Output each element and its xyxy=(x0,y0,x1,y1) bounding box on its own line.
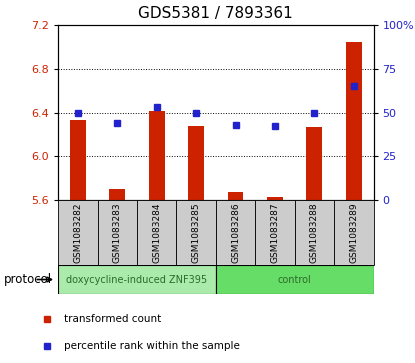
Bar xyxy=(267,197,283,200)
Bar xyxy=(58,265,216,294)
Text: control: control xyxy=(278,274,312,285)
Bar xyxy=(334,200,374,265)
Text: GSM1083285: GSM1083285 xyxy=(192,202,200,263)
Text: GSM1083289: GSM1083289 xyxy=(349,202,358,263)
Bar xyxy=(58,200,98,265)
Title: GDS5381 / 7893361: GDS5381 / 7893361 xyxy=(139,7,293,21)
Text: doxycycline-induced ZNF395: doxycycline-induced ZNF395 xyxy=(66,274,208,285)
Bar xyxy=(346,42,362,200)
Bar xyxy=(295,200,334,265)
Text: transformed count: transformed count xyxy=(64,314,161,323)
Bar xyxy=(137,200,176,265)
Bar xyxy=(216,265,374,294)
Bar xyxy=(98,200,137,265)
Text: GSM1083284: GSM1083284 xyxy=(152,202,161,262)
Text: protocol: protocol xyxy=(4,273,52,286)
Bar xyxy=(227,192,243,200)
Text: GSM1083283: GSM1083283 xyxy=(113,202,122,263)
Bar xyxy=(110,189,125,200)
Text: GSM1083286: GSM1083286 xyxy=(231,202,240,263)
Text: GSM1083287: GSM1083287 xyxy=(271,202,279,263)
Text: GSM1083282: GSM1083282 xyxy=(73,202,82,262)
Bar xyxy=(149,111,165,200)
Bar xyxy=(255,200,295,265)
Bar xyxy=(188,126,204,200)
Text: GSM1083288: GSM1083288 xyxy=(310,202,319,263)
Bar xyxy=(70,120,86,200)
Bar xyxy=(306,127,322,200)
Bar xyxy=(216,200,255,265)
Text: percentile rank within the sample: percentile rank within the sample xyxy=(64,341,240,351)
Bar xyxy=(176,200,216,265)
